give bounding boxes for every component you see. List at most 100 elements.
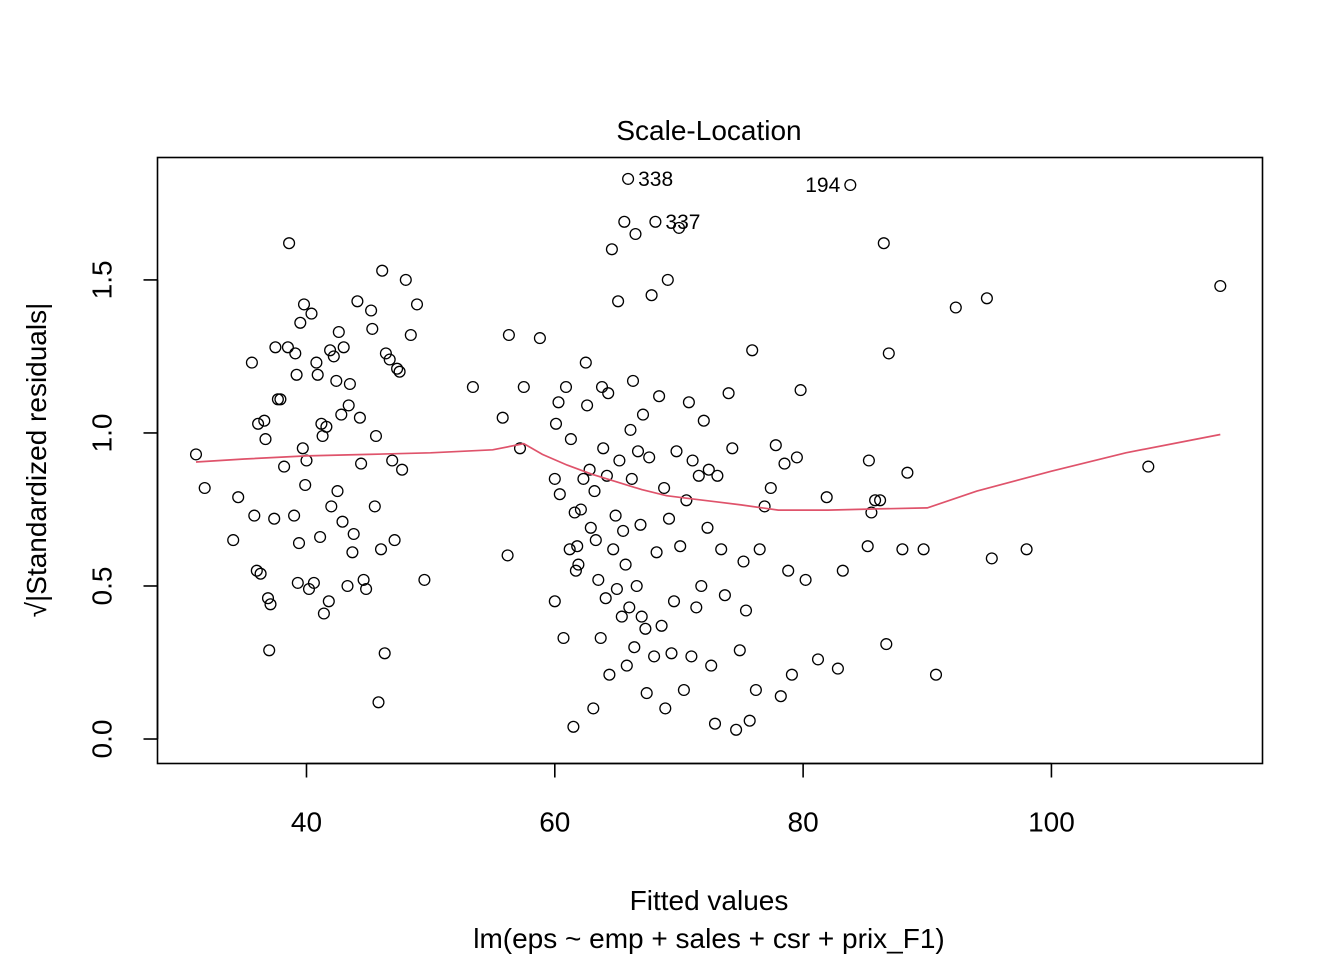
data-point	[325, 500, 338, 513]
data-point	[645, 289, 658, 302]
data-point	[379, 347, 392, 360]
data-point	[584, 521, 597, 534]
data-point	[643, 451, 656, 464]
data-point	[335, 408, 348, 421]
data-point	[311, 368, 324, 381]
model-formula-subtitle: lm(eps ~ emp + sales + csr + prix_F1)	[473, 923, 945, 954]
data-point	[501, 549, 514, 562]
data-point	[410, 298, 424, 311]
data-point	[396, 463, 409, 476]
data-point	[733, 644, 746, 657]
data-point	[198, 481, 211, 495]
data-point	[836, 564, 849, 577]
data-point	[790, 451, 803, 464]
data-point	[623, 601, 636, 614]
point-labels-layer: 338 337 194	[638, 168, 841, 234]
data-point	[630, 579, 643, 593]
data-point	[232, 491, 245, 504]
data-point	[299, 478, 312, 492]
data-point	[283, 237, 296, 250]
data-point	[269, 341, 282, 354]
data-point	[331, 485, 344, 498]
data-point	[612, 295, 625, 308]
data-point	[680, 494, 693, 507]
data-point	[305, 307, 318, 320]
data-point	[332, 325, 345, 339]
data-point	[357, 573, 370, 586]
data-point	[625, 472, 638, 485]
data-point	[292, 537, 306, 550]
point-label: 338	[638, 168, 673, 191]
data-point	[418, 573, 431, 586]
data-point	[692, 469, 705, 482]
data-point	[715, 543, 728, 556]
data-point	[820, 491, 833, 504]
data-point	[661, 273, 674, 286]
data-point	[533, 332, 546, 345]
data-point	[980, 292, 993, 305]
data-point	[659, 702, 672, 715]
data-point	[559, 380, 573, 394]
data-point	[672, 221, 686, 234]
y-tick-label: 0.5	[87, 567, 118, 606]
data-point	[662, 512, 676, 525]
data-point	[811, 653, 825, 666]
data-point	[587, 702, 600, 715]
data-point	[1214, 279, 1227, 293]
data-point	[609, 509, 622, 522]
data-point	[355, 457, 368, 470]
smooth-line	[195, 433, 1221, 511]
data-point	[626, 374, 640, 387]
data-point	[708, 717, 722, 730]
data-point	[636, 408, 650, 421]
data-point	[929, 668, 943, 681]
data-point	[320, 420, 333, 433]
data-point	[739, 604, 753, 617]
data-point	[695, 579, 708, 593]
data-point	[294, 316, 307, 329]
data-point	[288, 509, 301, 522]
data-point	[764, 481, 777, 495]
smooth-layer	[195, 433, 1221, 511]
data-point	[336, 515, 349, 528]
data-point	[634, 518, 647, 531]
data-point	[366, 322, 379, 335]
data-point	[603, 668, 616, 681]
data-point	[686, 454, 699, 467]
data-point	[330, 374, 343, 387]
data-point	[563, 543, 576, 556]
data-point	[617, 524, 630, 537]
data-point	[711, 469, 724, 482]
data-point	[569, 564, 582, 577]
data-point	[785, 668, 798, 681]
points-layer	[189, 172, 1227, 736]
data-point	[615, 610, 628, 623]
data-point	[877, 237, 890, 250]
data-point	[263, 644, 276, 657]
data-point	[737, 555, 750, 568]
data-point	[769, 439, 782, 452]
data-point	[667, 595, 681, 608]
data-point	[588, 485, 601, 498]
data-point	[248, 509, 261, 522]
data-point	[274, 393, 287, 406]
data-point	[701, 521, 714, 534]
data-point	[753, 543, 766, 556]
data-point	[670, 445, 683, 458]
data-point	[1020, 543, 1033, 556]
point-label: 194	[805, 174, 840, 197]
data-point	[346, 546, 359, 559]
data-point	[513, 442, 527, 455]
data-point	[705, 659, 718, 672]
data-point	[896, 543, 909, 556]
data-point	[746, 344, 759, 357]
data-point	[618, 215, 631, 228]
data-point	[376, 264, 389, 277]
data-point	[268, 512, 281, 525]
data-point	[388, 534, 401, 547]
data-point	[347, 527, 360, 541]
data-point	[778, 457, 791, 470]
data-point	[368, 500, 381, 513]
data-point	[261, 592, 275, 605]
data-point	[327, 350, 340, 363]
